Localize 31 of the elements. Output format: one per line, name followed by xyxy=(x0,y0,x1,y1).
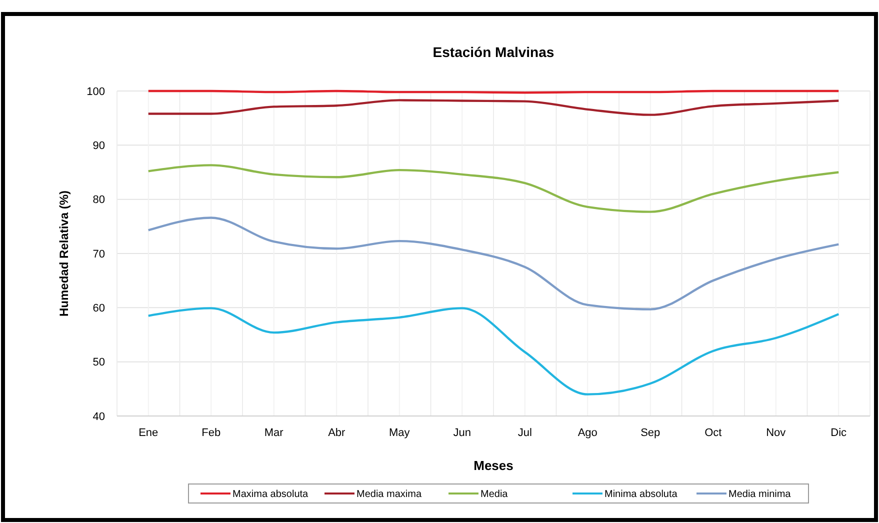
line-series xyxy=(147,164,840,213)
line-series xyxy=(147,307,840,396)
x-tick-label: Ago xyxy=(578,427,598,439)
x-tick-label: Abr xyxy=(328,427,346,439)
y-tick-label: 100 xyxy=(86,86,105,98)
legend-label: Maxima absoluta xyxy=(232,489,309,500)
line-series xyxy=(147,216,840,310)
legend-label: Media xyxy=(480,489,508,500)
x-tick-label: Mar xyxy=(264,427,284,439)
chart-title: Estación Malvinas xyxy=(432,44,554,60)
x-tick-label: Jul xyxy=(518,427,532,439)
legend-label: Media maxima xyxy=(356,489,422,500)
x-tick-label: Oct xyxy=(704,427,722,439)
y-tick-label: 40 xyxy=(92,410,105,423)
y-tick-label: 90 xyxy=(92,140,105,152)
x-tick-label: Sep xyxy=(640,427,660,439)
x-tick-label: Dic xyxy=(830,427,848,439)
legend-label: Minima absoluta xyxy=(604,489,678,500)
line-series xyxy=(147,99,840,116)
x-tick-label: May xyxy=(388,427,410,439)
y-tick-label: 60 xyxy=(92,302,105,315)
x-tick-label: Feb xyxy=(202,427,221,439)
legend-label: Media minima xyxy=(728,489,792,500)
x-tick-label: Ene xyxy=(138,427,158,439)
y-tick-label: 70 xyxy=(92,248,105,260)
x-tick-label: Jun xyxy=(453,427,471,439)
y-axis-title: Humedad Relativa (%) xyxy=(57,190,71,317)
y-tick-label: 50 xyxy=(92,356,105,369)
x-axis-title: Meses xyxy=(474,458,514,473)
x-tick-label: Nov xyxy=(766,427,786,439)
y-tick-label: 80 xyxy=(92,194,105,206)
